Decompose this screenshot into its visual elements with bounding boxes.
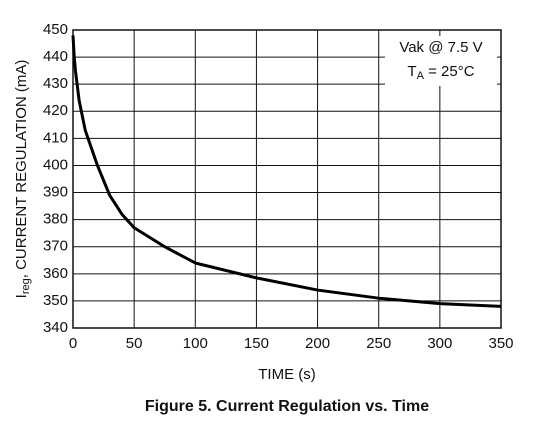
x-tick-label: 150 — [244, 335, 269, 352]
y-tick-label: 400 — [43, 156, 68, 173]
y-tick-label: 390 — [43, 184, 68, 201]
y-tick-label: 420 — [43, 102, 68, 119]
annotation-box — [385, 36, 497, 86]
y-tick-label: 410 — [43, 129, 68, 146]
y-axis-label: Ireg, CURRENT REGULATION (mA) — [13, 60, 32, 299]
x-tick-label: 200 — [305, 335, 330, 352]
y-tick-label: 370 — [43, 238, 68, 255]
x-tick-label: 50 — [126, 335, 143, 352]
plot-frame — [72, 29, 502, 329]
y-tick-label: 380 — [43, 211, 68, 228]
y-tick-label: 340 — [43, 319, 68, 336]
caption: Figure 5. Current Regulation vs. Time — [145, 398, 429, 415]
annotation-rest: = 25°C — [424, 63, 475, 80]
x-tick-label: 300 — [427, 335, 452, 352]
x-tick-label: 350 — [488, 335, 513, 352]
y-axis-label: Ireg, CURRENT REGULATION (mA) — [13, 60, 32, 299]
y-label-rest: , CURRENT REGULATION (mA) — [13, 60, 30, 279]
annotation-line: Vak @ 7.5 V — [399, 39, 482, 56]
y-label-sub: reg — [20, 278, 32, 294]
y-tick-label: 450 — [43, 21, 68, 38]
x-tick-label: 0 — [69, 335, 77, 352]
y-tick-label: 430 — [43, 75, 68, 92]
x-tick-label: 250 — [366, 335, 391, 352]
line — [71, 35, 502, 308]
annotation-main: T — [407, 63, 416, 80]
y-tick-label: 350 — [43, 292, 68, 309]
x-axis-label: TIME (s) — [258, 366, 316, 383]
annotation-line: TA = 25°C — [407, 63, 474, 82]
annotation-sub: A — [417, 70, 425, 82]
y-tick-label: 360 — [43, 265, 68, 282]
x-tick-label: 100 — [183, 335, 208, 352]
y-tick-label: 440 — [43, 48, 68, 65]
y-label-main: I — [13, 294, 30, 298]
